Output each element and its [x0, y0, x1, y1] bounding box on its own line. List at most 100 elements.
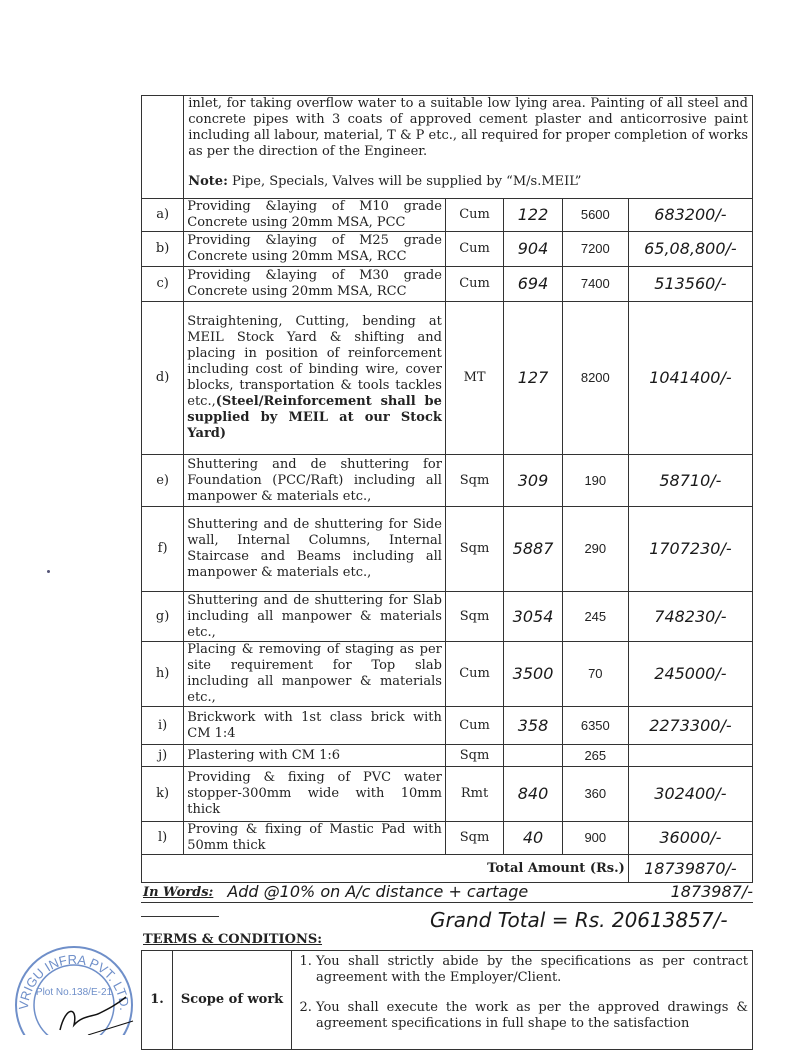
item-rate: 900 — [561, 821, 629, 855]
in-words-line: In Words: Add @10% on A/c distance + car… — [141, 880, 753, 903]
item-amount — [627, 744, 754, 767]
item-unit: Sqm — [444, 591, 505, 642]
boq-row: b) Providing &laying of M25 grade Concret… — [140, 231, 754, 267]
item-quantity: 694 — [503, 266, 563, 302]
item-description-text: Placing & removing of staging as per sit… — [187, 642, 442, 705]
item-amount: 1041400/- — [627, 301, 754, 455]
item-description: Shuttering and de shuttering for Slab in… — [183, 591, 446, 642]
boq-row: c) Providing &laying of M30 grade Concret… — [140, 266, 754, 302]
item-description-text: Providing &laying of M30 grade Concrete … — [187, 268, 442, 299]
item-unit: MT — [444, 301, 505, 455]
item-amount: 65,08,800/- — [627, 231, 754, 267]
item-unit: Sqm — [444, 744, 505, 767]
item-number: h) — [140, 641, 185, 707]
terms-table: 1. Scope of work You shall strictly abid… — [141, 950, 753, 1050]
item-description: Shuttering and de shuttering for Foundat… — [183, 454, 446, 507]
item-number: i) — [140, 706, 185, 745]
divider — [141, 916, 219, 917]
item-unit: Sqm — [444, 454, 505, 507]
intro-row: inlet, for taking overflow water to a su… — [140, 95, 753, 199]
item-unit: Cum — [444, 231, 505, 267]
item-unit: Cum — [444, 198, 505, 232]
item-number: l) — [140, 821, 185, 855]
item-description: Straightening, Cutting, bending at MEIL … — [183, 301, 446, 455]
item-unit: Cum — [444, 266, 505, 302]
item-quantity: 904 — [503, 231, 563, 267]
item-quantity: 127 — [503, 301, 563, 455]
item-amount: 748230/- — [627, 591, 754, 642]
handwritten-note: Add @10% on A/c distance + cartage — [227, 882, 529, 901]
item-quantity: 5887 — [503, 506, 563, 592]
item-description: Placing & removing of staging as per sit… — [183, 641, 446, 707]
boq-row: a) Providing &laying of M10 grade Concret… — [140, 198, 754, 232]
boq-row: e) Shuttering and de shuttering for Found… — [140, 454, 754, 507]
bill-of-quantities-table: inlet, for taking overflow water to a su… — [140, 95, 754, 883]
boq-row: i) Brickwork with 1st class brick with CM… — [140, 706, 754, 745]
stamp-address: Plot No.138/E-21 — [36, 987, 113, 998]
item-description: Providing & fixing of PVC water stopper-… — [183, 766, 446, 822]
terms-point: You shall execute the work as per the ap… — [316, 1000, 748, 1032]
boq-row: l) Proving & fixing of Mastic Pad with 50… — [140, 821, 754, 855]
note-text: Pipe, Specials, Valves will be supplied … — [227, 174, 582, 189]
item-description-text: Shuttering and de shuttering for Foundat… — [187, 456, 442, 504]
item-rate: 265 — [561, 744, 629, 767]
item-quantity: 840 — [503, 766, 563, 822]
item-description-text: Providing &laying of M25 grade Concrete … — [187, 233, 442, 264]
total-value: 18739870/- — [627, 854, 754, 883]
total-row: Total Amount (Rs.) 18739870/- — [141, 854, 754, 883]
item-description: Providing &laying of M30 grade Concrete … — [183, 266, 446, 302]
stamp-outer-ring — [15, 946, 133, 1035]
intro-text: inlet, for taking overflow water to a su… — [188, 96, 748, 159]
item-number: g) — [140, 591, 185, 642]
item-rate: 7400 — [561, 266, 629, 302]
terms-row-points: You shall strictly abide by the specific… — [291, 950, 753, 1050]
item-rate: 290 — [561, 506, 629, 592]
item-unit: Rmt — [444, 766, 505, 822]
item-description-text: Shuttering and de shuttering for Side wa… — [187, 517, 442, 580]
item-description-text: Straightening, Cutting, bending at MEIL … — [187, 314, 442, 409]
signature — [59, 996, 127, 1031]
intro-description: inlet, for taking overflow water to a su… — [183, 95, 753, 199]
item-number: c) — [140, 266, 185, 302]
item-description: Plastering with CM 1:6 — [183, 744, 446, 767]
terms-row-title: Scope of work — [172, 950, 292, 1050]
note-label: Note: — [188, 174, 228, 189]
scan-speck — [47, 570, 50, 573]
item-description: Shuttering and de shuttering for Side wa… — [183, 506, 446, 592]
boq-row: k) Providing & fixing of PVC water stoppe… — [140, 766, 754, 822]
item-quantity: 358 — [503, 706, 563, 745]
item-description: Providing &laying of M25 grade Concrete … — [183, 231, 446, 267]
item-description-text: Providing &laying of M10 grade Concrete … — [187, 199, 442, 230]
item-number: b) — [140, 231, 185, 267]
item-quantity: 40 — [503, 821, 563, 855]
item-rate: 245 — [561, 591, 629, 642]
item-amount: 2273300/- — [627, 706, 754, 745]
company-stamp: VRIGU INFRA PVT. LTD. Plot No.138/E-21 — [15, 946, 134, 1035]
item-description: Brickwork with 1st class brick with CM 1… — [183, 706, 446, 745]
item-number: j) — [140, 744, 185, 767]
boq-row: j) Plastering with CM 1:6 Sqm 265 — [140, 744, 754, 767]
item-description-text: Shuttering and de shuttering for Slab in… — [187, 592, 442, 640]
item-quantity: 3054 — [503, 591, 563, 642]
item-rate: 8200 — [561, 301, 629, 455]
item-description-text: Providing & fixing of PVC water stopper-… — [187, 770, 442, 817]
in-words-label: In Words: — [143, 885, 214, 900]
item-rate: 7200 — [561, 231, 629, 267]
item-quantity: 3500 — [503, 641, 563, 707]
item-number: e) — [140, 454, 185, 507]
item-amount: 58710/- — [627, 454, 754, 507]
item-description: Providing &laying of M10 grade Concrete … — [183, 198, 446, 232]
item-unit: Cum — [444, 641, 505, 707]
item-unit: Cum — [444, 706, 505, 745]
boq-row: g) Shuttering and de shuttering for Slab … — [140, 591, 754, 642]
item-description-text: Proving & fixing of Mastic Pad with 50mm… — [187, 822, 442, 853]
handwritten-addition: 1873987/- — [670, 882, 753, 901]
item-number: f) — [140, 506, 185, 592]
item-amount: 1707230/- — [627, 506, 754, 592]
item-amount: 683200/- — [627, 198, 754, 232]
item-amount: 245000/- — [627, 641, 754, 707]
item-number: a) — [140, 198, 185, 232]
item-quantity: 309 — [503, 454, 563, 507]
item-quantity — [503, 744, 563, 767]
item-unit: Sqm — [444, 821, 505, 855]
